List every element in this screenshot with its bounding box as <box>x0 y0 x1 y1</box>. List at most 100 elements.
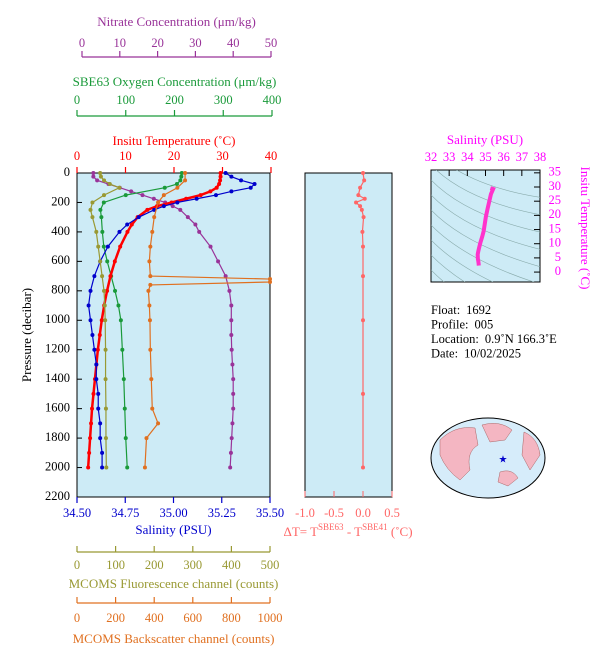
x-axis-title-part: - T <box>344 524 363 539</box>
y-tick-label: 800 <box>51 283 70 297</box>
data-point <box>91 174 96 179</box>
data-point <box>105 288 110 293</box>
data-point <box>148 282 153 287</box>
y-tick-label: 0 <box>555 264 561 278</box>
data-point <box>89 421 94 426</box>
data-point <box>94 229 99 234</box>
series-line <box>87 172 256 468</box>
data-point <box>123 436 128 441</box>
data-point <box>122 406 127 411</box>
data-point <box>88 207 93 212</box>
data-point <box>125 229 130 234</box>
x-tick-label: 20 <box>168 149 181 163</box>
data-point <box>142 465 147 470</box>
x-tick-label: 32 <box>425 150 438 164</box>
data-point <box>118 244 123 249</box>
data-point <box>248 185 253 190</box>
data-point <box>102 303 107 308</box>
data-point <box>228 450 233 455</box>
data-point <box>213 193 218 198</box>
float-info-line: Float: 1692 <box>431 303 491 317</box>
data-point <box>183 178 188 183</box>
y-tick-label: 1800 <box>45 430 70 444</box>
data-point <box>231 377 236 382</box>
x-tick-label: 600 <box>183 611 202 625</box>
x-tick-label: 100 <box>106 558 125 572</box>
x-tick-label: 0.0 <box>355 506 371 520</box>
float-info-label: Location: <box>431 332 479 346</box>
data-point <box>360 229 365 234</box>
x-tick-label: 40 <box>227 36 240 50</box>
data-point <box>229 333 234 337</box>
float-info-line: Location: 0.9˚N 166.3˚E <box>431 332 557 346</box>
x-tick-label: 500 <box>261 558 280 572</box>
y-tick-label: 0 <box>64 165 70 179</box>
data-point <box>100 465 105 470</box>
y-tick-label: 30 <box>549 179 562 193</box>
data-point <box>107 182 112 187</box>
data-point <box>96 244 101 249</box>
data-point <box>152 215 157 220</box>
axis-title: MCOMS Fluorescence channel (counts) <box>69 576 279 591</box>
data-point <box>90 406 95 411</box>
x-tick-label: 1000 <box>258 611 283 625</box>
x-tick-label: 20 <box>151 36 164 50</box>
float-location-marker: ★ <box>499 454 508 465</box>
x-tick-label: -1.0 <box>295 506 315 520</box>
float-info-line: Profile: 005 <box>431 317 493 331</box>
float-info-value: 10/02/2025 <box>464 346 521 360</box>
x-tick-label: 40 <box>265 149 278 163</box>
data-point <box>218 178 223 183</box>
data-point <box>150 229 155 234</box>
x-axis-title: Salinity (PSU) <box>447 132 523 147</box>
data-point <box>98 421 103 426</box>
y-tick-label: 600 <box>51 253 70 267</box>
data-point <box>223 171 228 175</box>
data-point <box>113 288 118 293</box>
data-point <box>230 362 235 367</box>
density-contours <box>431 170 540 282</box>
data-point <box>105 259 110 264</box>
data-point <box>229 303 234 308</box>
y-tick-label: 400 <box>51 224 70 238</box>
data-point <box>214 185 219 190</box>
data-point <box>179 174 184 179</box>
data-point <box>175 185 180 190</box>
x-tick-label: 50 <box>265 36 278 50</box>
data-point <box>229 174 234 179</box>
data-point <box>161 204 166 209</box>
data-point <box>197 229 202 234</box>
data-point <box>99 318 104 323</box>
x-tick-label: 200 <box>165 93 184 107</box>
y-tick-label: 2000 <box>45 459 70 473</box>
data-point <box>268 277 272 282</box>
x-tick-label: 0 <box>74 611 80 625</box>
data-point <box>95 178 100 183</box>
float-info-label: Profile: <box>431 317 469 331</box>
x-axis-title-part: SBE63 <box>318 522 344 532</box>
data-point <box>178 207 183 212</box>
data-point <box>148 244 153 249</box>
data-point <box>140 193 145 198</box>
data-point <box>229 436 234 441</box>
data-point <box>179 171 184 175</box>
data-point <box>120 347 125 352</box>
data-point <box>103 377 108 382</box>
data-point <box>229 318 234 323</box>
data-point <box>148 274 153 279</box>
data-point <box>94 362 99 367</box>
x-tick-label: 10 <box>119 149 132 163</box>
data-point <box>218 174 223 179</box>
data-point <box>252 182 257 187</box>
data-point <box>361 244 365 249</box>
data-point <box>152 207 157 212</box>
axis-title: SBE63 Oxygen Concentration (μm/kg) <box>73 74 277 89</box>
data-point <box>162 185 167 190</box>
x-tick-label: 30 <box>189 36 202 50</box>
y-axis-title: Insitu Temperature (˚C) <box>578 166 593 289</box>
data-point <box>90 215 95 220</box>
data-point <box>218 171 223 175</box>
y-tick-label: 35 <box>549 165 562 179</box>
data-point <box>231 406 236 411</box>
data-point <box>91 171 96 175</box>
